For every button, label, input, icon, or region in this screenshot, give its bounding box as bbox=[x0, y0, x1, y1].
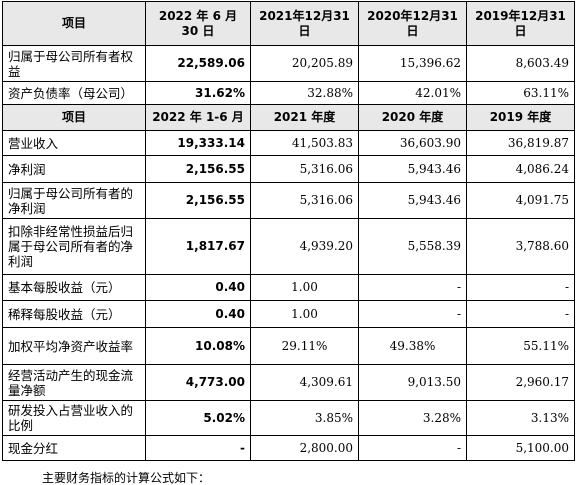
value-cell: 3,788.60 bbox=[466, 218, 575, 275]
header-cell: 2021 年度 bbox=[250, 104, 359, 131]
header-cell: 项目 bbox=[2, 104, 146, 131]
footnote: 主要财务指标的计算公式如下： bbox=[42, 471, 211, 485]
table-row: 基本每股收益（元） 0.40 1.00 - - bbox=[2, 274, 575, 301]
value-cell: 10.08% bbox=[145, 327, 251, 365]
value-cell: 2,156.55 bbox=[145, 182, 251, 219]
value-cell: 63.11% bbox=[466, 81, 575, 105]
value-cell: 9,013.50 bbox=[358, 364, 467, 401]
table-row: 净利润 2,156.55 5,316.06 5,943.46 4,086.24 bbox=[2, 155, 575, 183]
value-cell: 55.11% bbox=[466, 327, 575, 365]
value-cell: 0.40 bbox=[145, 300, 251, 328]
value-cell: 22,589.06 bbox=[145, 45, 251, 82]
row-label: 加权平均净资产收益率 bbox=[2, 327, 146, 365]
value-cell: 4,939.20 bbox=[250, 218, 359, 275]
value-cell: 4,773.00 bbox=[145, 364, 251, 401]
value-cell: 29.11% bbox=[250, 327, 359, 365]
value-cell: - bbox=[358, 300, 467, 328]
value-cell: 31.62% bbox=[145, 81, 251, 105]
header-cell: 项目 bbox=[2, 1, 146, 46]
header-cell: 2019 年度 bbox=[466, 104, 575, 131]
table2-header-row: 项目 2022 年 1-6 月 2021 年度 2020 年度 2019 年度 bbox=[2, 104, 575, 131]
value-cell: - bbox=[466, 300, 575, 328]
table-row: 归属于母公司所有者的净利润 2,156.55 5,316.06 5,943.46… bbox=[2, 182, 575, 219]
value-cell: 5.02% bbox=[145, 400, 251, 436]
table-row: 经营活动产生的现金流量净额 4,773.00 4,309.61 9,013.50… bbox=[2, 364, 575, 401]
row-label: 营业收入 bbox=[2, 130, 146, 156]
row-label: 资产负债率（母公司） bbox=[2, 81, 146, 105]
value-cell: 1,817.67 bbox=[145, 218, 251, 275]
header-cell: 2020年12月31日 bbox=[358, 1, 467, 46]
value-cell: 36,819.87 bbox=[466, 130, 575, 156]
table-row: 扣除非经常性损益后归属于母公司所有者的净利润 1,817.67 4,939.20… bbox=[2, 218, 575, 275]
value-cell: 32.88% bbox=[250, 81, 359, 105]
row-label: 研发投入占营业收入的比例 bbox=[2, 400, 146, 436]
row-label: 现金分红 bbox=[2, 435, 146, 461]
value-cell: 3.13% bbox=[466, 400, 575, 436]
value-cell: 2,960.17 bbox=[466, 364, 575, 401]
table-row: 稀释每股收益（元） 0.40 1.00 - - bbox=[2, 300, 575, 328]
value-cell: 5,100.00 bbox=[466, 435, 575, 461]
row-label: 经营活动产生的现金流量净额 bbox=[2, 364, 146, 401]
value-cell: - bbox=[145, 435, 251, 461]
table-row: 研发投入占营业收入的比例 5.02% 3.85% 3.28% 3.13% bbox=[2, 400, 575, 436]
value-cell: 4,086.24 bbox=[466, 155, 575, 183]
value-cell: - bbox=[466, 274, 575, 301]
row-label: 稀释每股收益（元） bbox=[2, 300, 146, 328]
value-cell: 8,603.49 bbox=[466, 45, 575, 82]
header-cell: 2019年12月31日 bbox=[466, 1, 575, 46]
value-cell: - bbox=[358, 274, 467, 301]
row-label: 基本每股收益（元） bbox=[2, 274, 146, 301]
value-cell: 5,943.46 bbox=[358, 182, 467, 219]
table-row: 归属于母公司所有者权益 22,589.06 20,205.89 15,396.6… bbox=[2, 45, 575, 82]
header-cell: 2022 年 6 月 30 日 bbox=[145, 1, 251, 46]
value-cell: 15,396.62 bbox=[358, 45, 467, 82]
header-cell: 2021年12月31日 bbox=[250, 1, 359, 46]
value-cell: 2,800.00 bbox=[250, 435, 359, 461]
value-cell: - bbox=[358, 435, 467, 461]
table-row: 现金分红 - 2,800.00 - 5,100.00 bbox=[2, 435, 575, 461]
value-cell: 41,503.83 bbox=[250, 130, 359, 156]
header-cell: 2020 年度 bbox=[358, 104, 467, 131]
row-label: 扣除非经常性损益后归属于母公司所有者的净利润 bbox=[2, 218, 146, 275]
row-label: 归属于母公司所有者的净利润 bbox=[2, 182, 146, 219]
value-cell: 42.01% bbox=[358, 81, 467, 105]
table-row: 加权平均净资产收益率 10.08% 29.11% 49.38% 55.11% bbox=[2, 327, 575, 365]
value-cell: 5,316.06 bbox=[250, 155, 359, 183]
value-cell: 3.85% bbox=[250, 400, 359, 436]
value-cell: 0.40 bbox=[145, 274, 251, 301]
table-row: 资产负债率（母公司） 31.62% 32.88% 42.01% 63.11% bbox=[2, 81, 575, 105]
financial-table: 项目 2022 年 6 月 30 日 2021年12月31日 2020年12月3… bbox=[2, 1, 575, 461]
value-cell: 5,943.46 bbox=[358, 155, 467, 183]
value-cell: 1.00 bbox=[250, 274, 359, 301]
value-cell: 5,316.06 bbox=[250, 182, 359, 219]
value-cell: 49.38% bbox=[358, 327, 467, 365]
value-cell: 1.00 bbox=[250, 300, 359, 328]
table1-header-row: 项目 2022 年 6 月 30 日 2021年12月31日 2020年12月3… bbox=[2, 1, 575, 46]
row-label: 归属于母公司所有者权益 bbox=[2, 45, 146, 82]
value-cell: 4,309.61 bbox=[250, 364, 359, 401]
value-cell: 20,205.89 bbox=[250, 45, 359, 82]
header-cell: 2022 年 1-6 月 bbox=[145, 104, 251, 131]
value-cell: 19,333.14 bbox=[145, 130, 251, 156]
value-cell: 5,558.39 bbox=[358, 218, 467, 275]
value-cell: 2,156.55 bbox=[145, 155, 251, 183]
value-cell: 3.28% bbox=[358, 400, 467, 436]
row-label: 净利润 bbox=[2, 155, 146, 183]
value-cell: 36,603.90 bbox=[358, 130, 467, 156]
value-cell: 4,091.75 bbox=[466, 182, 575, 219]
table-row: 营业收入 19,333.14 41,503.83 36,603.90 36,81… bbox=[2, 130, 575, 156]
